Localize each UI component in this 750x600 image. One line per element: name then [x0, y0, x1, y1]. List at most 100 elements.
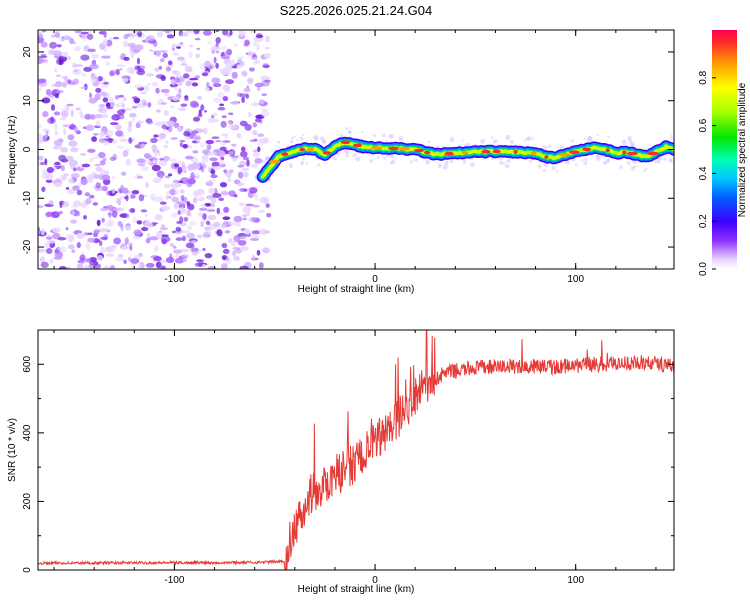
- ridge-halo: [636, 165, 639, 168]
- noise-blob: [49, 41, 58, 49]
- noise-blob: [265, 35, 270, 43]
- noise-blob: [149, 49, 154, 52]
- noise-blob: [174, 257, 185, 264]
- noise-blob: [252, 204, 260, 208]
- ridge-halo: [427, 140, 431, 144]
- ridge-halo: [317, 163, 321, 167]
- ridge-hotspot: [307, 147, 315, 152]
- noise-blob: [169, 158, 177, 163]
- noise-blob: [123, 108, 133, 111]
- ridge-hotspot: [444, 151, 454, 156]
- noise-blob: [160, 102, 167, 105]
- colorbar: 0.0 0.2 0.4 0.6 0.8 Normalized spectral ampl…: [698, 30, 748, 276]
- noise-blob: [94, 163, 101, 167]
- noise-blob: [260, 138, 270, 144]
- noise-blob: [144, 214, 149, 217]
- noise-blob: [183, 166, 187, 174]
- noise-blob: [251, 163, 258, 169]
- ridge-halo: [505, 164, 510, 169]
- noise-blob: [87, 48, 96, 53]
- noise-blob: [83, 215, 87, 220]
- noise-blob: [238, 235, 248, 241]
- noise-blob: [233, 235, 241, 243]
- noise-blob: [76, 232, 85, 239]
- noise-blob: [178, 81, 183, 86]
- ridge-hotspot: [269, 159, 281, 164]
- noise-blob: [151, 82, 158, 87]
- noise-blob: [194, 75, 200, 79]
- noise-blob: [240, 150, 248, 158]
- noise-blob: [241, 70, 248, 77]
- ridge-hotspot: [388, 146, 400, 151]
- noise-blob: [47, 235, 52, 238]
- noise-blob: [170, 78, 176, 86]
- noise-blob: [95, 120, 101, 127]
- ridge-halo: [480, 138, 486, 144]
- noise-blob: [224, 230, 231, 234]
- noise-blob: [120, 223, 124, 229]
- noise-blob: [224, 257, 232, 265]
- noise-blob: [38, 155, 44, 161]
- noise-blob: [89, 260, 98, 266]
- noise-blob: [173, 122, 179, 129]
- ridge-halo: [491, 136, 494, 139]
- noise-blob: [86, 174, 95, 179]
- noise-blob: [168, 173, 173, 177]
- noise-blob: [88, 97, 98, 104]
- colorbar-tick-label: 0.2: [698, 214, 709, 228]
- noise-blob: [183, 216, 189, 222]
- noise-blob: [168, 60, 173, 66]
- noise-blob: [159, 173, 163, 179]
- noise-blob: [252, 151, 260, 158]
- noise-blob: [92, 202, 99, 206]
- noise-blob: [193, 190, 200, 198]
- noise-blob: [98, 152, 106, 159]
- noise-blob: [65, 234, 75, 239]
- noise-blob: [96, 255, 104, 262]
- noise-blob: [181, 60, 187, 66]
- noise-blob: [113, 237, 121, 245]
- ridge-halo: [626, 161, 631, 166]
- ridge-halo: [388, 134, 393, 138]
- noise-blob: [263, 52, 271, 59]
- noise-blob: [171, 212, 178, 218]
- noise-blob: [38, 86, 42, 93]
- noise-blob: [87, 237, 96, 243]
- noise-blob: [69, 38, 75, 44]
- noise-blob: [221, 46, 227, 50]
- ridge-hotspot: [582, 147, 592, 152]
- noise-blob: [55, 30, 60, 33]
- ridge-halo: [271, 150, 274, 153]
- noise-blob: [109, 101, 115, 108]
- ridge-hotspot: [569, 150, 580, 154]
- x-tick-label: 0: [372, 575, 378, 586]
- noise-blob: [127, 126, 132, 133]
- ridge-halo: [349, 131, 352, 134]
- noise-blob: [111, 115, 118, 121]
- noise-blob: [236, 133, 242, 139]
- noise-blob: [97, 76, 103, 82]
- noise-blob: [86, 232, 93, 236]
- ridge-halo: [502, 162, 506, 165]
- noise-blob: [134, 44, 144, 51]
- noise-blob: [166, 34, 175, 39]
- noise-blob: [58, 266, 67, 269]
- noise-blob: [100, 207, 109, 212]
- noise-blob: [101, 126, 108, 133]
- noise-blob: [134, 65, 140, 71]
- noise-blob: [102, 157, 107, 162]
- noise-blob: [156, 109, 161, 113]
- noise-blob: [134, 84, 143, 89]
- noise-blob: [180, 194, 185, 202]
- noise-blob: [137, 176, 144, 179]
- noise-blob: [71, 123, 75, 130]
- noise-blob: [145, 237, 151, 244]
- noise-blob: [263, 197, 269, 205]
- noise-blob: [204, 110, 208, 113]
- noise-blob: [216, 229, 223, 237]
- noise-blob: [190, 100, 199, 108]
- ridge-halo: [630, 165, 636, 171]
- noise-blob: [72, 210, 76, 216]
- noise-blob: [115, 198, 119, 204]
- noise-blob: [245, 93, 249, 99]
